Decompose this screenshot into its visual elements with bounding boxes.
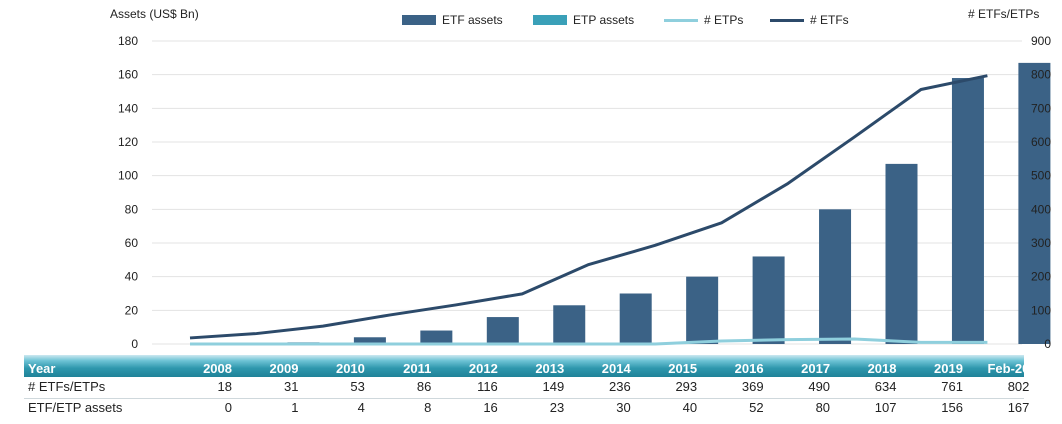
table-cell: 30 [616,400,631,415]
table-row-etf-etp-assets: ETF/ETP assets 0 1 4 8 16 23 30 40 52 80 107 156 167 [24,399,1029,419]
table-cell: 634 [874,379,897,394]
legend-swatch-etf-assets [402,15,436,25]
bar-etf-assets [619,293,652,344]
y-left-tick-label: 140 [118,101,138,115]
legend-label-num-etps: # ETPs [704,13,744,27]
table-row-num-etfs-etps: # ETFs/ETPs 18 31 53 86 116 149 236 293 369 490 63… [24,378,1029,399]
table-cell: 86 [416,379,432,394]
table-header-label: Year [28,361,56,376]
bar-etf-assets [420,330,453,344]
table-cell: 761 [941,379,963,394]
table-cell: 16 [483,400,498,415]
y-right-tick-label: 700 [1031,101,1051,115]
table-cell: 52 [749,400,764,415]
y-left-tick-label: 100 [118,169,138,183]
y-left-tick-label: 40 [125,270,139,284]
y-right-axis: 0 100 200 300 400 500 600 700 800 900 [1031,34,1051,351]
y-left-tick-label: 0 [131,337,138,351]
table-cell: 293 [675,379,698,394]
table-cell: 31 [283,379,299,394]
table-header-year-cell: 2018 [867,361,897,376]
legend-item-etf-assets: ETF assets [402,13,503,27]
bar-etf-assets [686,276,719,344]
legend-label-etf-assets: ETF assets [442,13,503,27]
table-cell: 4 [357,400,365,415]
table-cell: 149 [542,379,565,394]
table-cell: 80 [815,400,831,415]
bar-etf-assets [353,337,386,344]
bar-etf-assets [553,305,586,344]
y-right-tick-label: 500 [1031,169,1051,183]
bar-etf-assets [486,317,519,344]
y-left-axis: 0 20 40 60 80 100 120 140 160 180 [118,34,138,351]
table-header-year-cell: Feb-20 [987,361,1030,376]
bar-etf-assets [951,78,984,345]
legend: ETF assets ETP assets # ETPs # ETFs [0,13,1062,29]
y-right-tick-label: 800 [1031,68,1051,82]
table-cell: 23 [549,400,565,415]
table-cell: 236 [608,379,631,394]
y-right-tick-label: 900 [1031,34,1051,48]
table-cell: 167 [1007,400,1030,415]
y-right-tick-label: 400 [1031,202,1051,216]
bar-etf-assets [1018,62,1051,345]
legend-label-etp-assets: ETP assets [573,13,635,27]
bar-etf-assets [752,256,785,344]
y-left-tick-label: 180 [118,34,138,48]
y-right-axis-title: # ETFs/ETPs [968,7,1040,21]
table-cell: 0 [224,400,232,415]
table-cell: 1 [291,400,299,415]
y-right-tick-label: 200 [1031,270,1051,284]
table-header-year-cell: 2014 [601,361,631,376]
bar-etf-assets [885,163,918,344]
legend-swatch-etp-assets [533,15,567,25]
table-cell: 802 [1007,379,1030,394]
legend-swatch-num-etps [664,18,698,22]
bar-etf-assets [819,209,852,344]
table-header-year-cell: 2009 [269,361,299,376]
table-header-year-cell: 2017 [801,361,831,376]
table-cell: 8 [424,400,432,415]
y-left-tick-label: 80 [125,202,139,216]
line-num-etps [190,337,988,346]
y-left-tick-label: 60 [125,236,139,250]
legend-label-num-etfs: # ETFs [810,13,849,27]
gridlines [152,40,1022,345]
legend-swatch-num-etfs [770,18,804,22]
table-header-year-cell: 2011 [403,361,432,376]
y-left-axis-title: Assets (US$ Bn) [110,7,199,21]
table-cell: 107 [874,400,897,415]
line-num-etfs [189,74,988,340]
table-cell: 53 [350,379,365,394]
table-header-year-cell: 2015 [668,361,698,376]
lines-group [189,74,988,346]
bars-group [287,62,1051,345]
legend-item-num-etps: # ETPs [664,13,743,27]
legend-item-num-etfs: # ETFs [770,13,849,27]
table-header-row: Year 2008 2009 2010 2011 2012 2013 2014 2015 201… [24,355,1029,377]
y-left-tick-label: 20 [125,303,139,317]
table-row-label: # ETFs/ETPs [28,379,106,394]
y-left-tick-label: 160 [118,68,138,82]
table-header-year-cell: 2010 [335,361,365,376]
legend-item-etp-assets: ETP assets [533,13,634,27]
table-cell: 18 [217,379,232,394]
table-cell: 156 [941,400,963,415]
table-cell: 490 [808,379,831,394]
y-left-tick-label: 120 [118,135,138,149]
y-right-tick-label: 600 [1031,135,1051,149]
table-cell: 40 [682,400,698,415]
table-cell: 116 [477,379,498,394]
y-right-tick-label: 0 [1044,337,1051,351]
y-right-tick-label: 100 [1031,303,1051,317]
table-cell: 369 [741,379,764,394]
table-row-label: ETF/ETP assets [28,400,123,415]
table-header-year-cell: 2013 [535,361,565,376]
table-header-year-cell: 2019 [934,361,963,376]
y-right-tick-label: 300 [1031,236,1051,250]
table-header-year-cell: 2012 [468,361,498,376]
table-header-year-cell: 2016 [734,361,764,376]
table-header-year-cell: 2008 [203,361,232,376]
